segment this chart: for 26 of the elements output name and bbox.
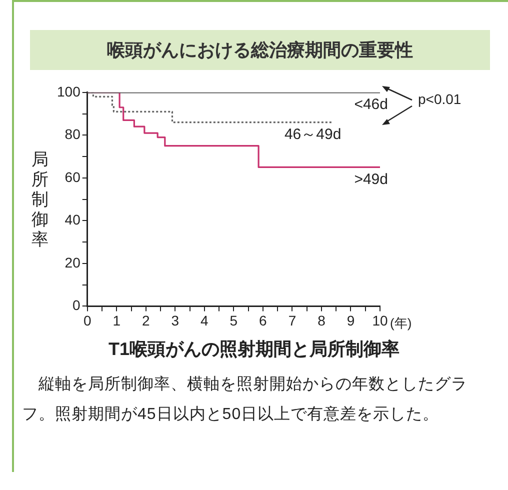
x-tick-label: 5 — [230, 312, 238, 328]
text: T1喉頭がんの照射期間と局所制御率 — [107, 338, 400, 361]
x-tick-label: 1 — [112, 312, 121, 328]
y-tick-label: 20 — [64, 254, 81, 270]
y-tick-label: 60 — [64, 168, 81, 185]
x-tick-label: 9 — [346, 312, 355, 328]
y-tick-label: 100 — [57, 83, 81, 100]
x-tick-label: 4 — [200, 312, 209, 328]
text: 縦軸を局所制御率、横軸を照射開始からの年数としたグラフ。照射期間が45日以内と50日以上で有意差を示した。 — [22, 374, 468, 425]
x-tick-label: 3 — [171, 312, 180, 328]
y-axis-title: 局所制御率 — [30, 150, 50, 250]
x-tick-label: 2 — [142, 312, 150, 328]
y-tick-label: 80 — [64, 126, 81, 142]
x-tick-label: 0 — [83, 312, 92, 328]
x-tick-label: 7 — [288, 312, 296, 328]
x-tick-label: 10 — [372, 312, 388, 328]
x-tick-label: 8 — [318, 312, 326, 328]
series-label: 46～49d — [284, 126, 342, 143]
text: p<0.01 — [418, 91, 462, 107]
x-tick-label: 6 — [259, 312, 268, 328]
y-tick-label: 40 — [64, 212, 81, 228]
series-label: <46d — [354, 96, 388, 114]
series-label: >49d — [354, 170, 388, 188]
x-axis-title: (年) — [390, 316, 412, 331]
chart-title: 喉頭がんにおける総治療期間の重要性 — [30, 30, 490, 70]
y-tick-label: 0 — [72, 297, 81, 314]
